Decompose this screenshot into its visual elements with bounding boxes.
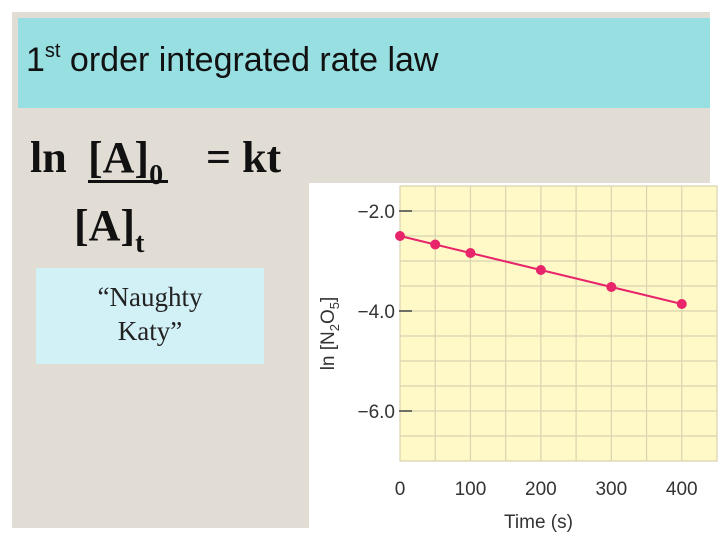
data-point (676, 299, 687, 309)
y-tick-labels: −2.0 −4.0 −6.0 (357, 202, 395, 423)
numerator-subscript: 0 (149, 160, 164, 191)
title-number: 1 (26, 41, 45, 79)
y-axis-label-part: O (318, 309, 339, 324)
title-superscript: st (44, 40, 61, 62)
equation-denominator: [A]t (74, 201, 144, 258)
x-tick-labels: 0 100 200 300 400 (395, 479, 698, 500)
equation-numerator: [A]0 (88, 133, 163, 190)
y-axis-label-part: ln [N (318, 331, 339, 370)
title-text: order integrated rate law (60, 41, 439, 79)
y-axis-label-part: 2 (327, 324, 342, 331)
y-tick-marks (399, 210, 412, 412)
x-tick-label: 300 (595, 479, 627, 500)
denominator-subscript: t (135, 228, 145, 259)
y-tick-label: −6.0 (357, 402, 395, 423)
data-points (395, 231, 687, 309)
y-axis-label-part: ] (318, 297, 339, 302)
data-point (465, 248, 476, 258)
x-tick-label: 200 (525, 479, 557, 500)
numerator-base: [A] (88, 133, 150, 182)
mnemonic-box (36, 268, 264, 364)
ln-concentration-chart: −2.0 −4.0 −6.0 0 100 200 300 400 Time (s) ln [… (309, 183, 720, 540)
data-point (535, 265, 546, 275)
y-tick-label: −2.0 (357, 202, 395, 223)
denominator-base: [A] (74, 201, 136, 250)
grid-horizontal (400, 185, 717, 462)
x-tick-label: 0 (395, 479, 406, 500)
plot-area (399, 185, 718, 462)
mnemonic-text: “Naughty Katy” (36, 280, 264, 348)
data-point (430, 239, 441, 250)
slide-title: 1st order integrated rate law (26, 40, 438, 80)
equation-ln: ln (30, 133, 67, 182)
y-axis-label-part: 5 (327, 302, 342, 309)
title-bar (18, 18, 710, 108)
mnemonic-line-2: Katy” (117, 316, 183, 346)
y-axis-label: ln [N2O5] (318, 297, 342, 371)
grid-vertical (399, 186, 718, 461)
data-point (606, 282, 617, 292)
data-point (395, 231, 405, 241)
x-axis-label: Time (s) (504, 512, 573, 533)
x-tick-label: 400 (666, 479, 698, 500)
fraction-bar (88, 180, 168, 183)
x-tick-label: 100 (455, 479, 487, 500)
equation-rhs: = kt (206, 133, 282, 182)
y-tick-label: −4.0 (357, 302, 395, 323)
mnemonic-line-1: “Naughty (97, 282, 203, 312)
